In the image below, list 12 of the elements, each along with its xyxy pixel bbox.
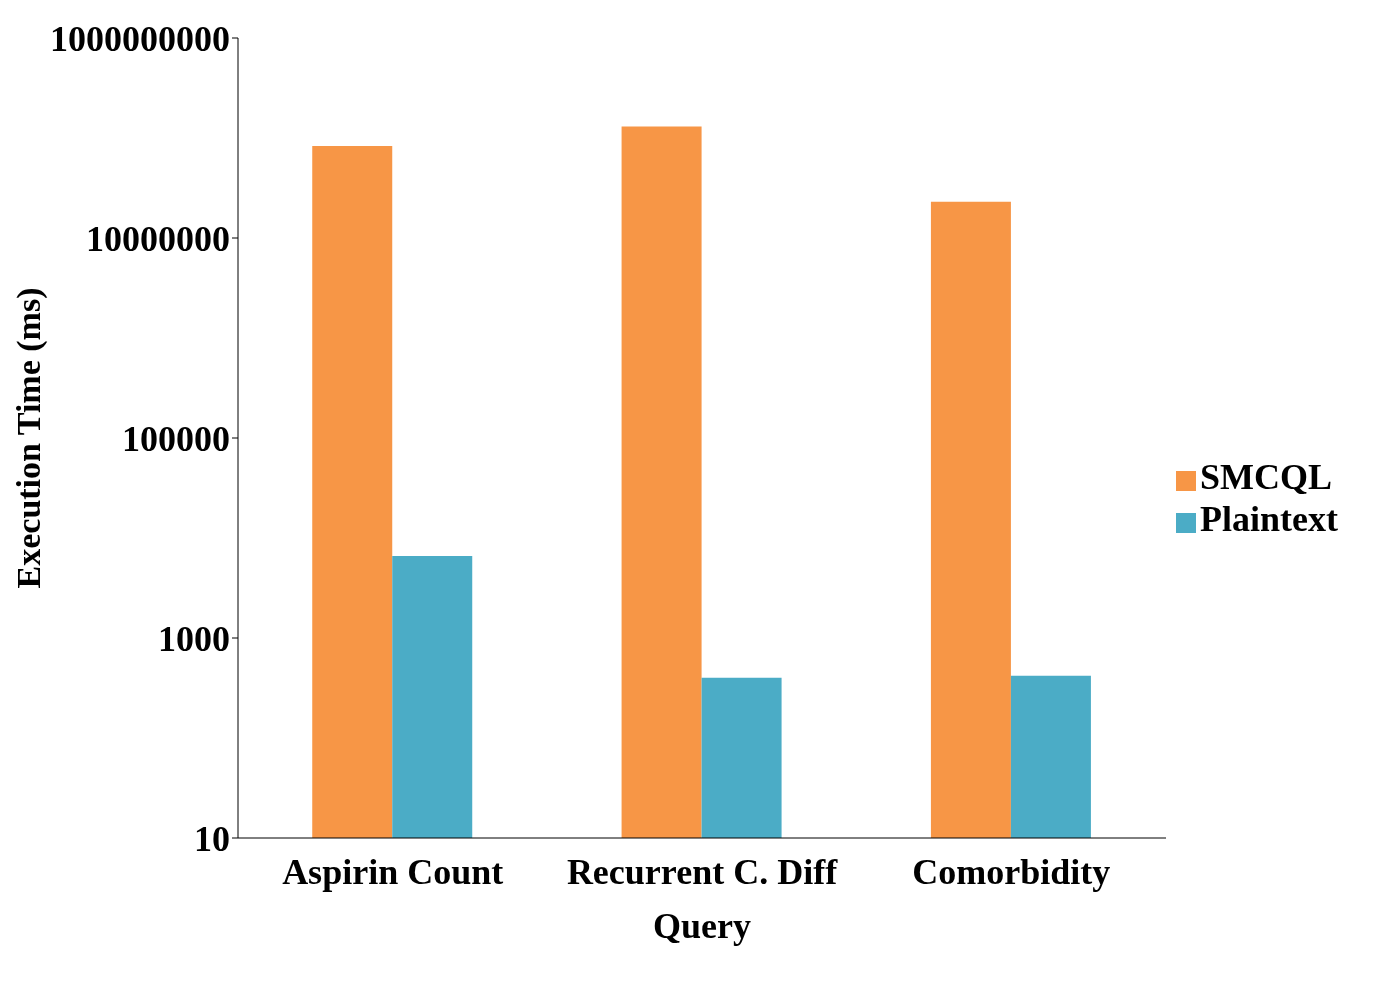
- y-tick-label: 100000: [122, 418, 230, 459]
- y-tick-label: 1000000000: [50, 18, 230, 59]
- x-axis-title: Query: [653, 906, 751, 946]
- y-tick-label: 10: [194, 818, 230, 859]
- x-tick-label: Comorbidity: [912, 851, 1111, 892]
- x-tick-label: Recurrent C. Diff: [566, 851, 839, 892]
- y-tick-label: 1000: [158, 618, 230, 659]
- legend-label: SMCQL: [1200, 457, 1333, 497]
- x-tick-label: Aspirin Count: [282, 851, 504, 892]
- y-axis-title: Execution Time (ms): [10, 287, 49, 589]
- y-tick-label: 10000000: [86, 218, 230, 259]
- legend-label: Plaintext: [1200, 499, 1338, 539]
